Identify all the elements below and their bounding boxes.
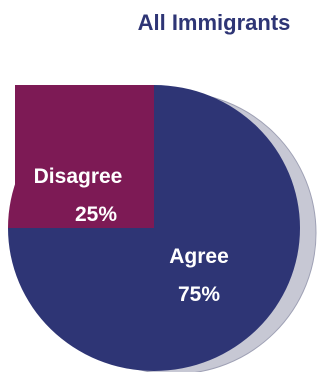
pie-slice-disagree-quadrant [15, 85, 154, 228]
slice-label-disagree: Disagree [34, 165, 123, 188]
slice-value-disagree: 25% [75, 203, 117, 226]
pie-slices [8, 85, 300, 371]
slice-label-agree: Agree [169, 245, 229, 268]
chart-title: All Immigrants [138, 10, 291, 35]
slice-value-agree: 75% [178, 283, 220, 306]
